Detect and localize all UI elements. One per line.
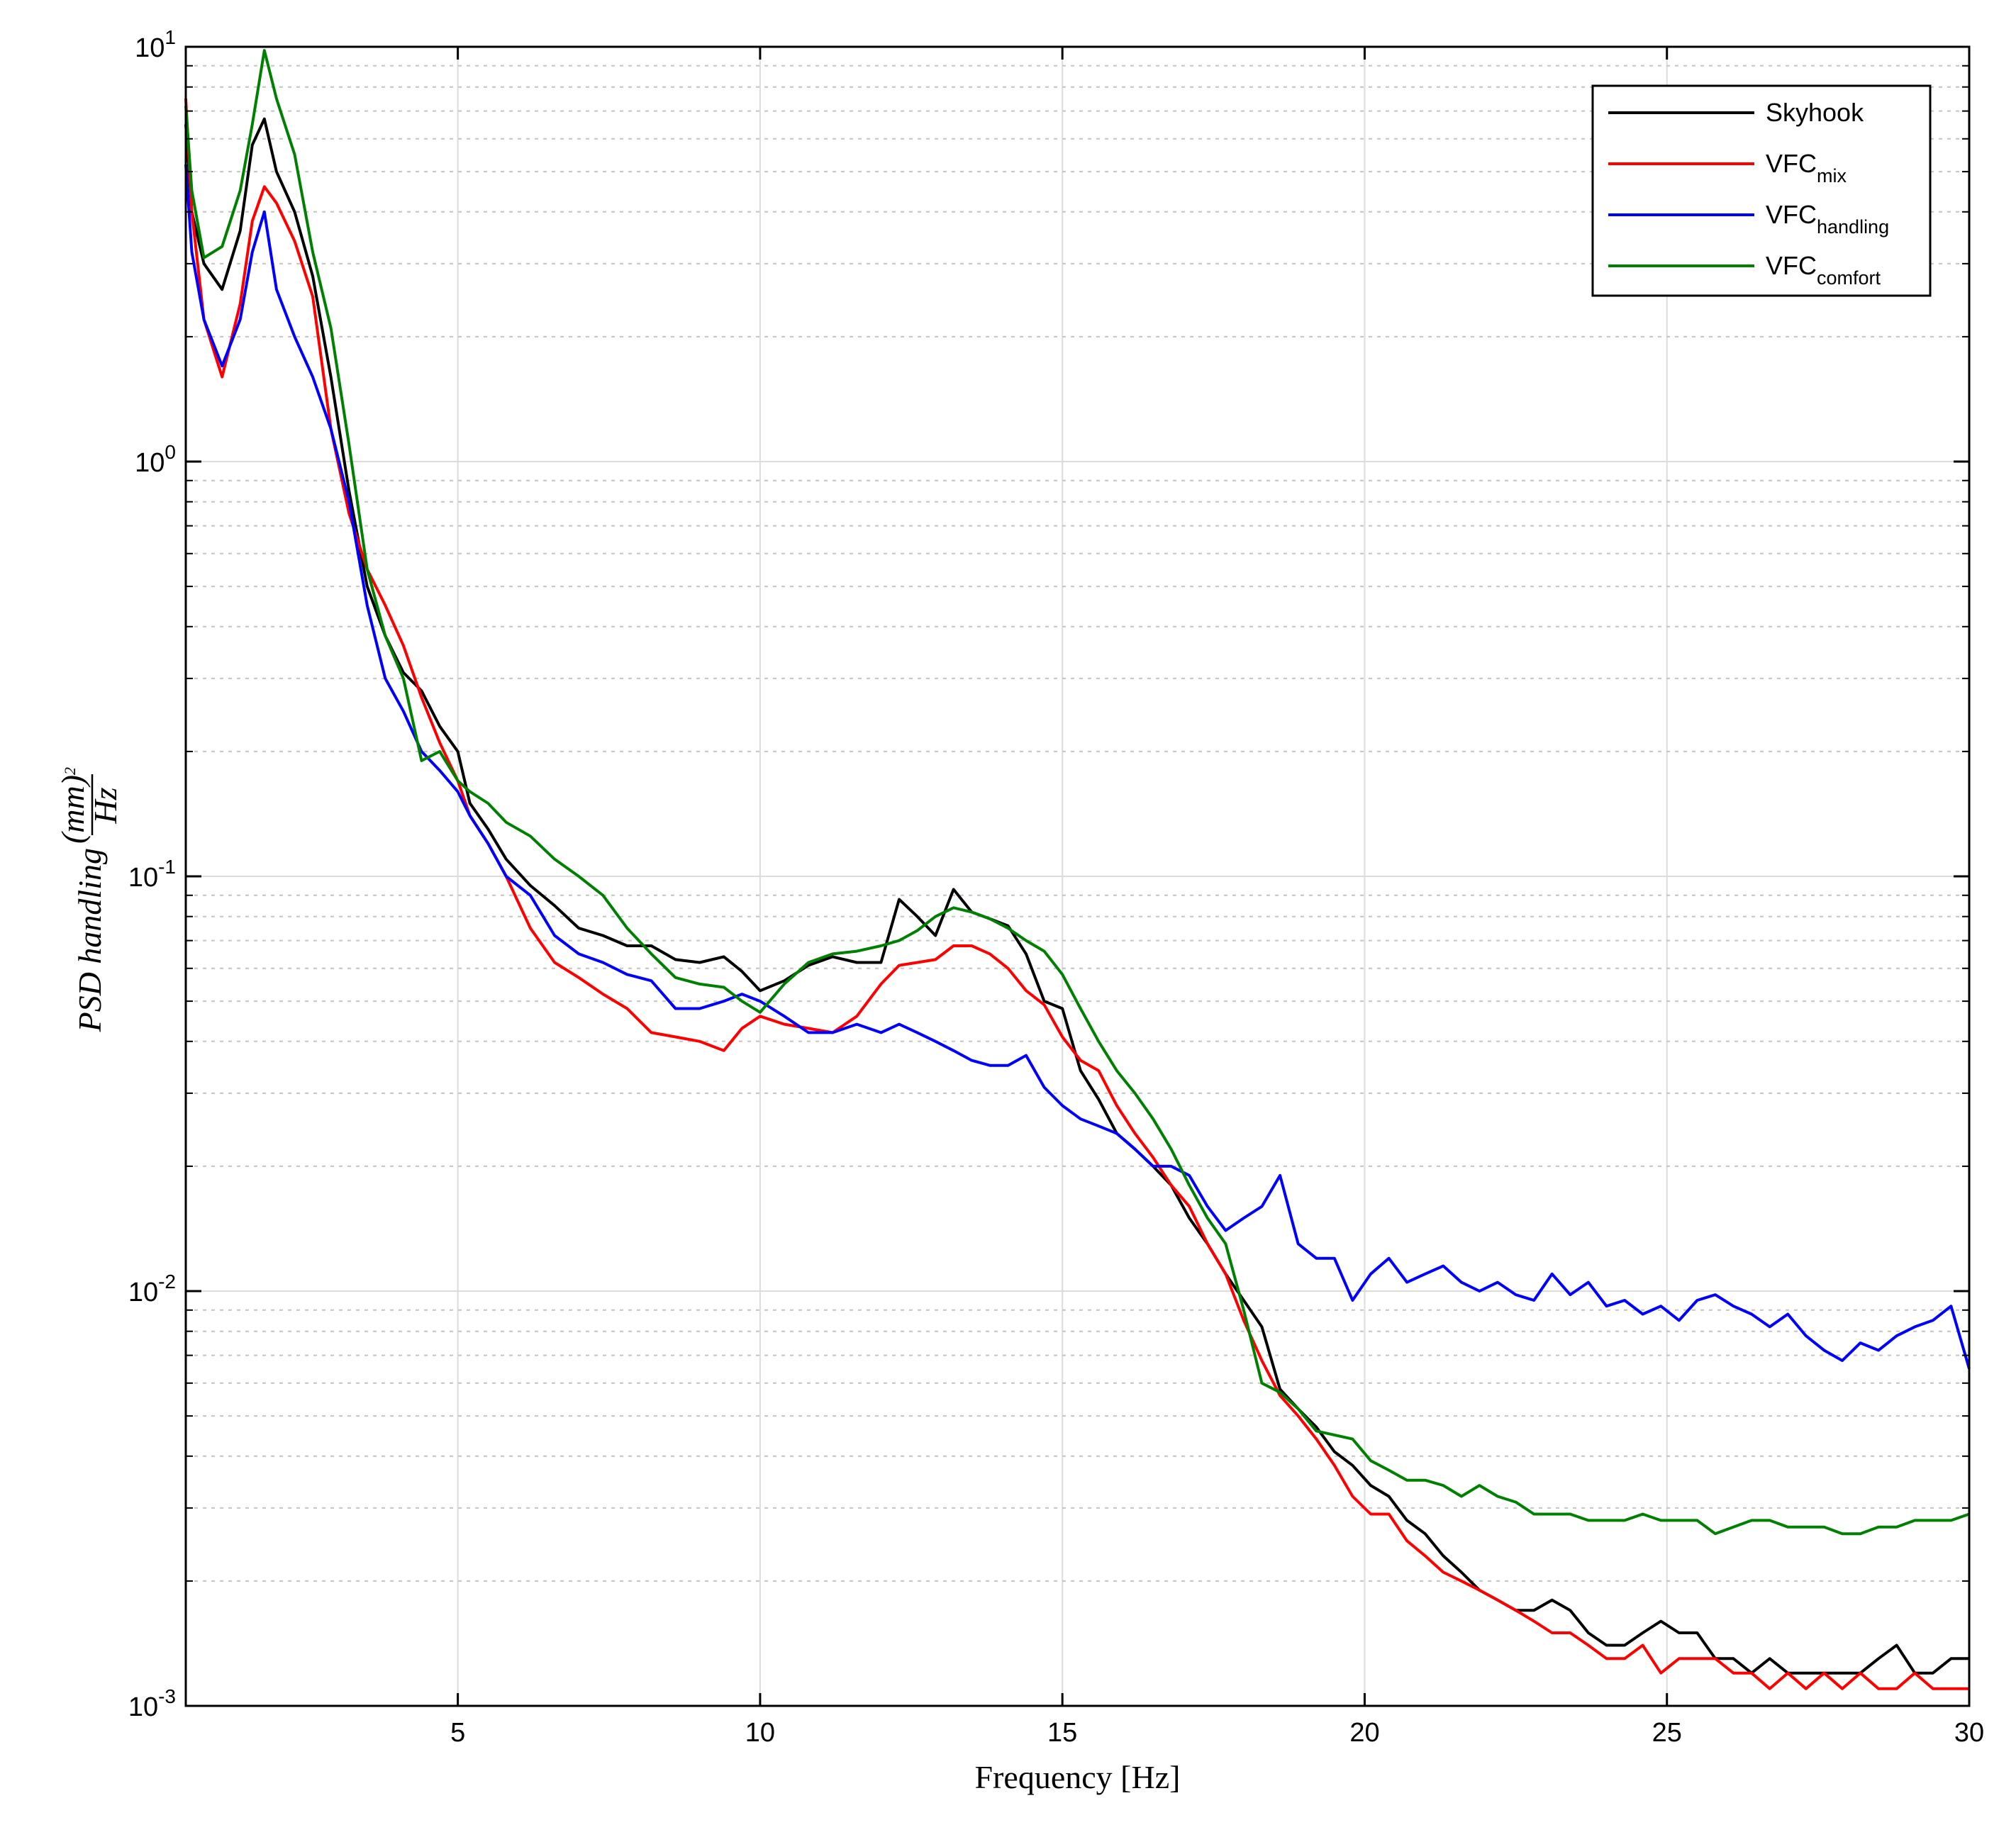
legend-label: Skyhook <box>1766 98 1864 127</box>
series-line-skyhook <box>184 117 1969 1675</box>
legend-label: VFCmix <box>1766 149 1847 186</box>
y-tick-label-exponent: -3 <box>158 1685 176 1707</box>
x-tick-label: 20 <box>1349 1718 1379 1748</box>
legend-label-subscript: comfort <box>1817 267 1881 289</box>
x-axis-title: Frequency [Hz] <box>975 1759 1181 1795</box>
y-tick-label: 10-3 <box>128 1685 176 1722</box>
y-axis-title-numerator-text: (mm) <box>55 775 91 844</box>
y-tick-label: 10-2 <box>128 1271 176 1307</box>
legend-label: VFChandling <box>1766 200 1889 238</box>
x-tick-label: 25 <box>1652 1718 1682 1748</box>
y-tick-label-base: 10 <box>128 1278 158 1307</box>
x-tick-label: 30 <box>1954 1718 1984 1748</box>
y-tick-label-exponent: -2 <box>158 1271 176 1293</box>
x-tick-label: 10 <box>745 1718 775 1748</box>
series-line-vfchandling <box>184 164 1971 1369</box>
y-axis-title-exponent: 2 <box>61 767 79 775</box>
legend-label-main: VFC <box>1766 200 1817 229</box>
x-tick-label: 5 <box>450 1718 465 1748</box>
y-axis-title: PSD handling (mm)2 Hz <box>55 767 123 1032</box>
y-tick-label-base: 10 <box>135 448 165 478</box>
legend-label-main: VFC <box>1766 149 1817 178</box>
series-line-vfccomfort <box>184 49 1970 1536</box>
x-tick-label: 15 <box>1047 1718 1077 1748</box>
y-tick-label: 100 <box>135 441 176 478</box>
legend-label-main: Skyhook <box>1766 98 1864 127</box>
y-tick-label-exponent: 1 <box>165 26 176 48</box>
series-line-vfcmix <box>184 98 1969 1690</box>
series-lines <box>184 49 1971 1690</box>
y-axis-title-numerator: (mm)2 <box>55 767 91 844</box>
y-tick-label-base: 10 <box>128 1692 158 1722</box>
legend-label-subscript: mix <box>1817 165 1847 186</box>
y-tick-label-exponent: 0 <box>165 441 176 463</box>
y-tick-label-exponent: -1 <box>158 856 176 878</box>
y-tick-label: 10-1 <box>128 856 176 893</box>
legend-box <box>1591 84 1932 297</box>
y-tick-label-base: 10 <box>128 863 158 893</box>
y-tick-label: 101 <box>135 26 176 63</box>
legend-label-main: VFC <box>1766 251 1817 280</box>
y-axis-title-denominator: Hz <box>87 787 123 824</box>
y-tick-label-base: 10 <box>135 33 165 63</box>
legend-label-subscript: handling <box>1817 216 1889 238</box>
y-axis-title-prefix: PSD handling <box>72 848 108 1032</box>
legend-label: VFCcomfort <box>1766 251 1881 289</box>
